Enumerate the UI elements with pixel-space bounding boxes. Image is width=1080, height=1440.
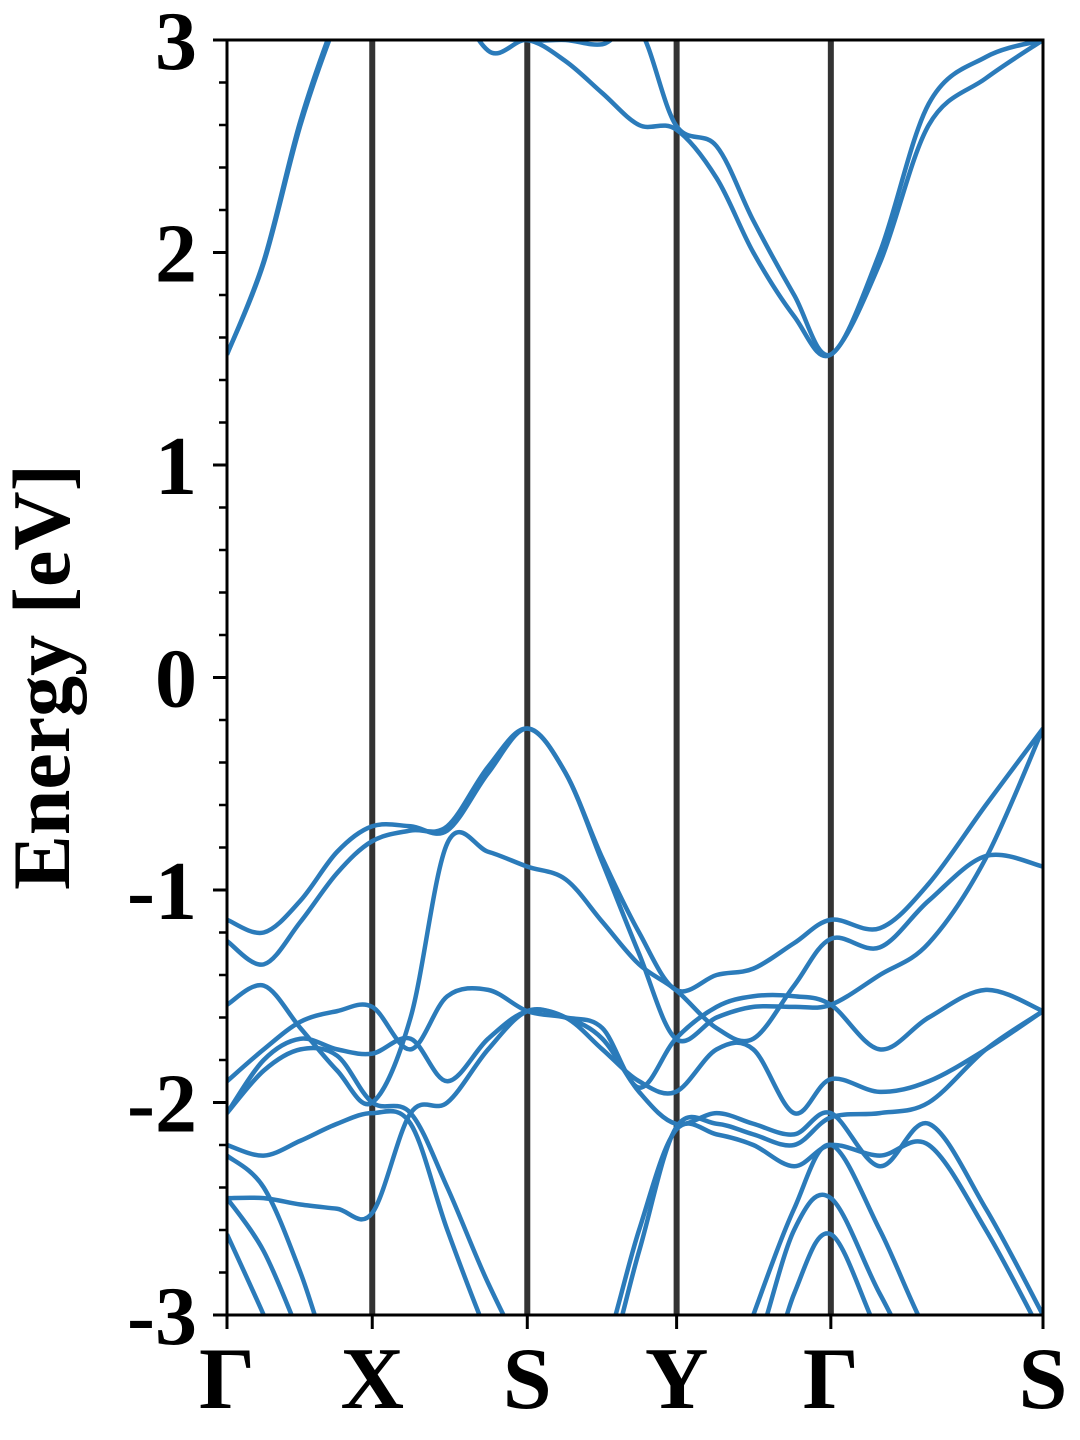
bands: [227, 40, 1043, 1315]
band-line: [227, 40, 1043, 359]
band-line: [227, 726, 1043, 1044]
band-line: [227, 1007, 1043, 1116]
y-tick-label: 0: [155, 633, 197, 726]
band-line: [227, 985, 1043, 1090]
x-tick-label: Y: [645, 1331, 709, 1428]
band-line: [227, 1192, 894, 1315]
y-tick-label: 2: [155, 208, 197, 301]
x-tick-label: S: [1019, 1331, 1068, 1428]
y-tick-label: -1: [127, 845, 197, 938]
band-line: [227, 40, 1043, 358]
plot-frame: [225, 38, 1045, 1317]
x-tick-label: Γ: [803, 1331, 859, 1428]
x-tick-label: S: [503, 1331, 552, 1428]
band-line: [227, 830, 1043, 1107]
band-line: [227, 1009, 1043, 1315]
x-tick-label: X: [340, 1331, 404, 1428]
y-tick-label: -2: [127, 1058, 197, 1151]
y-tick-label: -3: [127, 1270, 197, 1363]
y-tick-label: 1: [155, 420, 197, 513]
band-line: [227, 1108, 1035, 1315]
band-line: [227, 1142, 921, 1315]
y-tick-label: 3: [155, 0, 197, 88]
y-axis-label: Energy [eV]: [0, 464, 87, 890]
x-tick-label: Γ: [199, 1331, 255, 1428]
band-line: [227, 1006, 1043, 1315]
